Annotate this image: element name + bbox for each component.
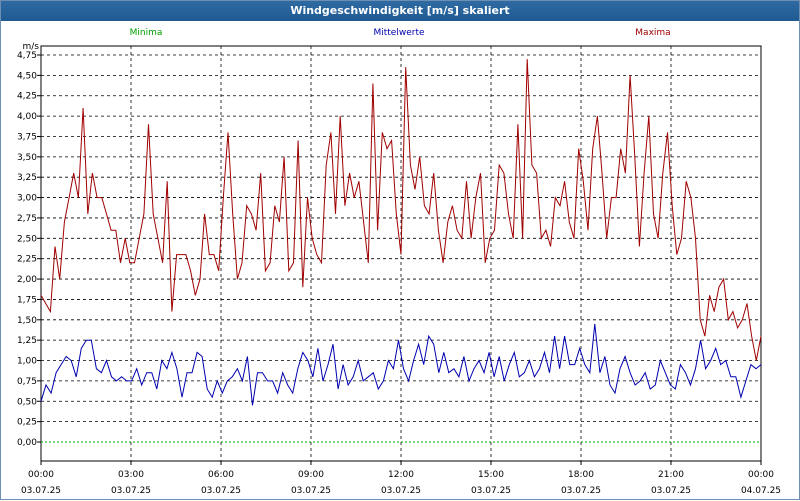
y-axis-label: m/s [23, 42, 40, 52]
y-tick-label: 0,25 [17, 418, 37, 428]
y-tick-label: 3,75 [17, 132, 37, 142]
x-tick-label: 00:00 [28, 470, 54, 480]
series-line-mittelwerte [40, 323, 762, 406]
y-tick-label: 2,50 [17, 234, 37, 244]
x-tick-label: 21:00 [658, 470, 684, 480]
x-tick-date-label: 03.07.25 [381, 486, 421, 496]
x-tick-label: 06:00 [208, 470, 234, 480]
series-line-maxima [40, 59, 762, 361]
y-tick-label: 4,25 [17, 92, 37, 102]
y-tick-label: 0,75 [17, 377, 37, 387]
legend-entry: Minima [130, 28, 163, 38]
y-tick-label: 2,25 [17, 255, 37, 265]
x-tick-label: 03:00 [118, 470, 144, 480]
x-tick-date-label: 03.07.25 [291, 486, 331, 496]
x-tick-date-label: 03.07.25 [471, 486, 511, 496]
y-tick-label: 3,00 [17, 194, 37, 204]
y-tick-label: 0,00 [17, 438, 37, 448]
x-tick-date-label: 03.07.25 [201, 486, 241, 496]
y-tick-label: 0,50 [17, 397, 37, 407]
x-tick-date-label: 03.07.25 [111, 486, 151, 496]
y-tick-label: 4,75 [17, 51, 37, 61]
x-tick-label: 00:00 [748, 470, 774, 480]
legend-entry: Maxima [635, 28, 670, 38]
x-tick-label: 15:00 [478, 470, 504, 480]
y-tick-label: 1,75 [17, 295, 37, 305]
y-tick-label: 4,00 [17, 112, 37, 122]
y-tick-label: 3,50 [17, 153, 37, 163]
y-tick-label: 1,50 [17, 316, 37, 326]
x-tick-date-label: 03.07.25 [651, 486, 691, 496]
x-tick-date-label: 04.07.25 [741, 486, 781, 496]
legend-entry: Mittelwerte [373, 28, 424, 38]
x-tick-label: 12:00 [388, 470, 414, 480]
window-title: Windgeschwindigkeit [m/s] skaliert [1, 1, 799, 21]
x-tick-date-label: 03.07.25 [561, 486, 601, 496]
x-tick-label: 18:00 [568, 470, 594, 480]
y-tick-label: 2,00 [17, 275, 37, 285]
y-tick-label: 2,75 [17, 214, 37, 224]
y-tick-label: 4,50 [17, 71, 37, 81]
y-tick-label: 1,00 [17, 357, 37, 367]
x-tick-date-label: 03.07.25 [21, 486, 61, 496]
y-tick-label: 3,25 [17, 173, 37, 183]
y-tick-label: 1,25 [17, 336, 37, 346]
x-tick-label: 09:00 [298, 470, 324, 480]
